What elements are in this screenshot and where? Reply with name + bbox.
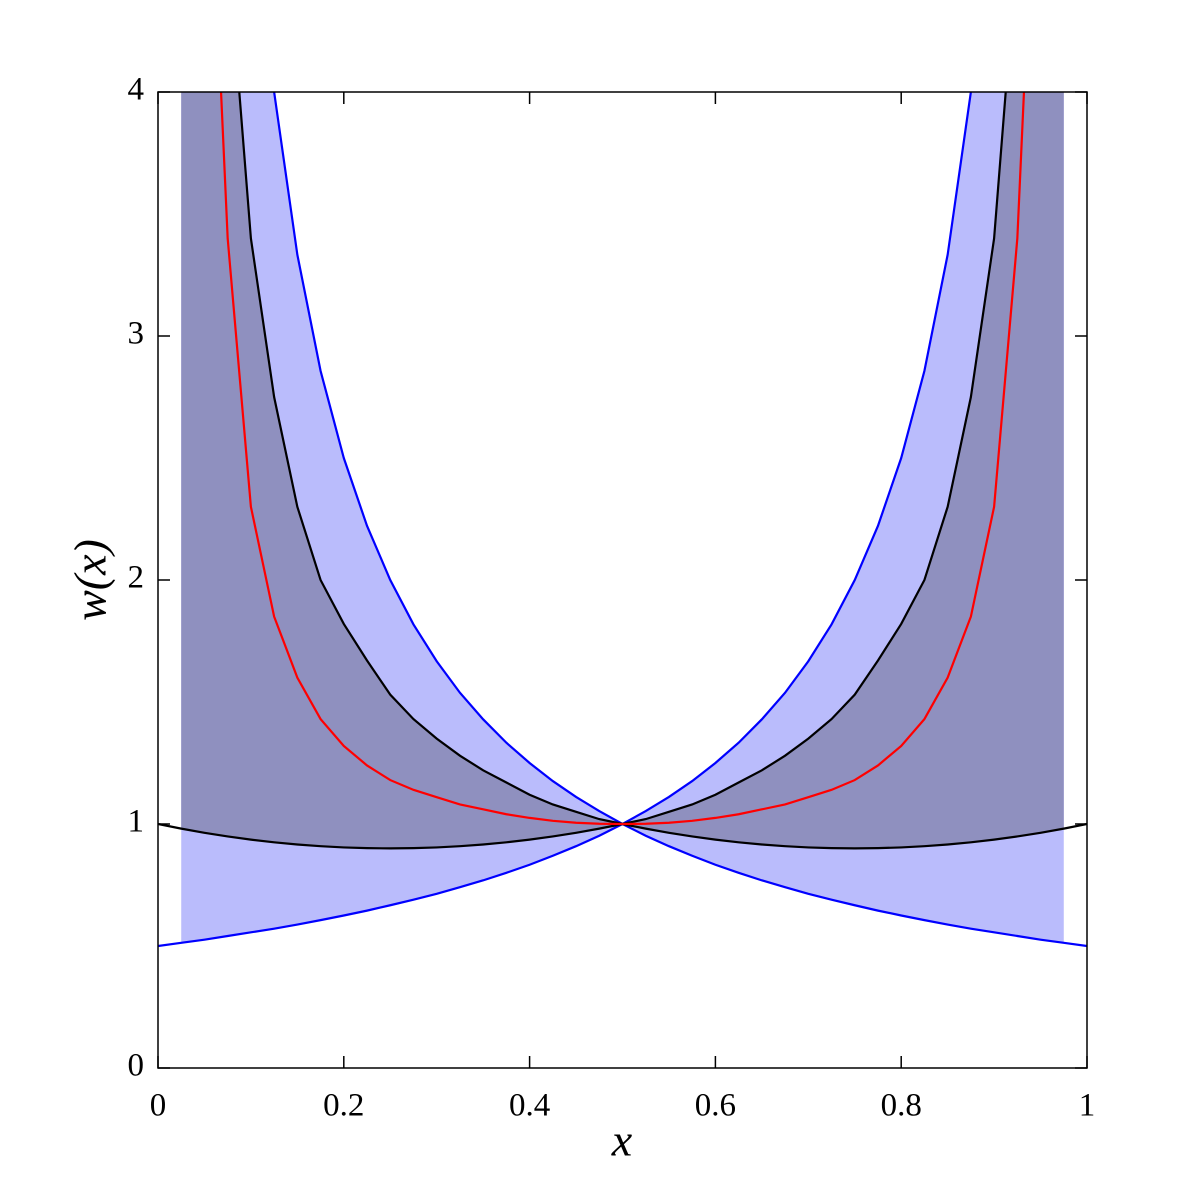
axes: 0 0.2 0.4 0.6 0.8 1 0 1 2 3 4 <box>128 72 1096 1124</box>
x-tick-label: 1 <box>1079 1088 1096 1124</box>
series-line <box>273 92 1087 948</box>
plot-area <box>158 92 1087 948</box>
y-tick-label: 4 <box>128 72 145 108</box>
x-tick-label: 0.8 <box>881 1088 922 1124</box>
y-tick-label: 1 <box>128 804 145 840</box>
y-tick-label: 0 <box>128 1048 145 1084</box>
x-tick-label: 0 <box>150 1088 167 1124</box>
x-axis-label: x <box>611 1115 633 1166</box>
fill-area <box>181 92 1064 849</box>
y-axis-label: w(x) <box>65 539 116 621</box>
y-tick-label: 3 <box>128 316 145 352</box>
x-tick-label: 0.6 <box>695 1088 736 1124</box>
series-line <box>158 92 1007 850</box>
series-line <box>238 92 1087 850</box>
y-tick-label: 2 <box>128 560 145 596</box>
x-tick-label: 0.2 <box>323 1088 364 1124</box>
series-line <box>219 92 1026 826</box>
series-line <box>158 92 972 948</box>
x-tick-label: 0.4 <box>509 1088 550 1124</box>
